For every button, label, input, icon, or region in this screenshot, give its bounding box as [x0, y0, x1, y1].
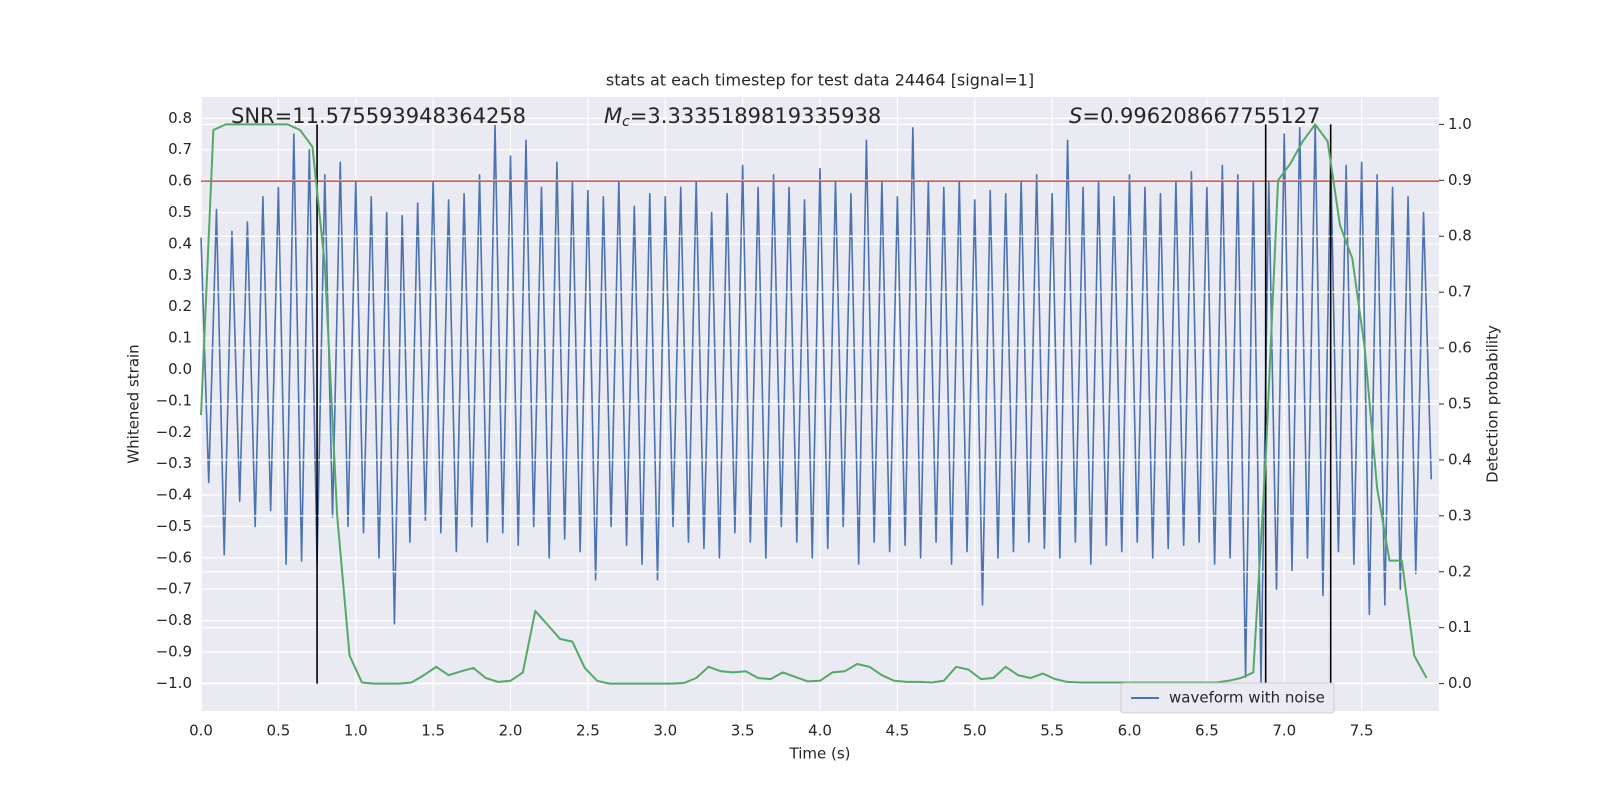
y2-tick-label: 0.3	[1448, 506, 1472, 524]
annotation-symbol: M	[604, 104, 622, 128]
legend-box	[1120, 682, 1335, 714]
annotation-symbol: S	[1069, 104, 1082, 128]
y-tick-label: 0.0	[168, 360, 192, 378]
y-tick-label: −0.4	[156, 486, 192, 504]
y-tick-label: 0.7	[168, 140, 192, 158]
y-tick-label: −0.6	[156, 548, 192, 566]
y-tick-label: 0.8	[168, 109, 192, 127]
chart-title: stats at each timestep for test data 244…	[606, 71, 1034, 90]
annotation-text: =0.996208667755127	[1082, 104, 1320, 128]
y-tick-label: −0.1	[156, 391, 192, 409]
x-tick-label: 6.0	[1118, 722, 1142, 740]
y2-tick-label: 0.8	[1448, 227, 1472, 245]
x-tick-label: 0.5	[266, 722, 290, 740]
y2-tick-label: 0.7	[1448, 283, 1472, 301]
annotation: S=0.996208667755127	[1069, 104, 1320, 128]
x-tick-label: 5.5	[1040, 722, 1064, 740]
probability-line	[200, 123, 1428, 685]
y-tick-label: 0.3	[168, 266, 192, 284]
x-tick-label: 4.0	[808, 722, 832, 740]
annotation-text: =3.3335189819335938	[630, 104, 881, 128]
x-tick-label: 4.5	[885, 722, 909, 740]
x-tick-label: 7.0	[1272, 722, 1296, 740]
x-tick-label: 2.5	[576, 722, 600, 740]
y2-tick-label: 0.5	[1448, 395, 1472, 413]
y2-axis-label: Detection probability	[1484, 325, 1502, 483]
y-tick-label: 0.5	[168, 203, 192, 221]
x-tick-label: 3.0	[653, 722, 677, 740]
y-tick-label: −0.9	[156, 642, 192, 660]
y-tick-label: 0.2	[168, 297, 192, 315]
y-tick-label: −1.0	[156, 674, 192, 692]
y-tick-label: −0.5	[156, 517, 192, 535]
y2-tick-label: 0.6	[1448, 339, 1472, 357]
y2-tick-label: 0.4	[1448, 450, 1472, 468]
x-tick-label: 3.5	[731, 722, 755, 740]
y2-tick-label: 0.9	[1448, 171, 1472, 189]
y-axis-label: Whitened strain	[125, 344, 143, 463]
y-tick-label: −0.8	[156, 611, 192, 629]
annotation: SNR=11.575593948364258	[231, 104, 526, 128]
y2-tick-label: 0.1	[1448, 618, 1472, 636]
y-tick-label: −0.7	[156, 580, 192, 598]
x-tick-label: 2.0	[499, 722, 523, 740]
x-tick-label: 1.5	[421, 722, 445, 740]
annotation: Mc=3.3335189819335938	[604, 104, 881, 130]
annotation-subscript: c	[622, 114, 630, 130]
x-tick-label: 0.0	[189, 722, 213, 740]
legend-label: waveform with noise	[1169, 689, 1325, 707]
y-tick-label: 0.6	[168, 172, 192, 190]
annotation-text: SNR=11.575593948364258	[231, 104, 526, 128]
y2-tick-label: 0.2	[1448, 562, 1472, 580]
x-axis-label: Time (s)	[789, 745, 851, 763]
y-tick-label: −0.3	[156, 454, 192, 472]
x-tick-label: 7.5	[1350, 722, 1374, 740]
y-tick-label: 0.4	[168, 234, 192, 252]
x-tick-label: 1.0	[344, 722, 368, 740]
waveform-line	[200, 123, 1433, 685]
y-tick-label: −0.2	[156, 423, 192, 441]
x-tick-label: 6.5	[1195, 722, 1219, 740]
y2-tick-label: 0.0	[1448, 674, 1472, 692]
x-tick-label: 5.0	[963, 722, 987, 740]
y2-tick-label: 1.0	[1448, 115, 1472, 133]
y-tick-label: 0.1	[168, 329, 192, 347]
